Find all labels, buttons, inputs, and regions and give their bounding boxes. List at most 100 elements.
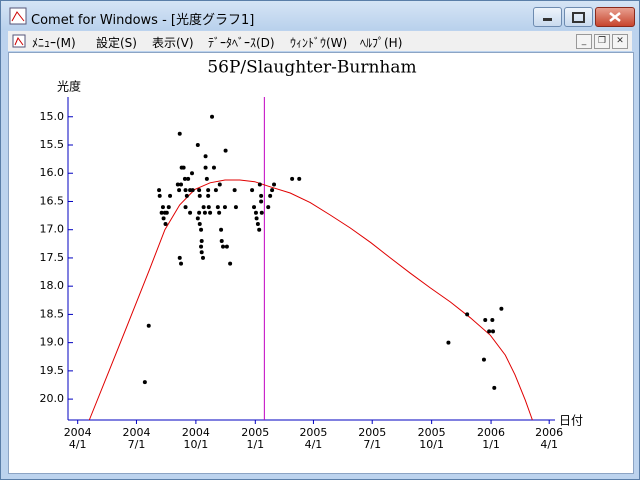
data-point [175, 182, 180, 187]
title-bar: Comet for Windows - [光度グラフ1] [1, 1, 639, 30]
mdi-minimize[interactable]: _ [576, 34, 592, 49]
data-point [204, 176, 209, 181]
mdi-close[interactable]: ✕ [612, 34, 628, 49]
close-button[interactable] [595, 7, 635, 27]
data-point [206, 205, 211, 210]
data-point [200, 255, 205, 260]
data-point [182, 176, 187, 181]
data-point [166, 205, 171, 210]
data-point [160, 205, 165, 210]
data-point [211, 165, 216, 170]
y-axis-label: 光度 [57, 79, 81, 94]
y-tick-label: 20.0 [40, 392, 65, 405]
x-axis-label: 日付 [559, 414, 583, 428]
x-tick-label: 1/1 [482, 438, 500, 451]
data-point [272, 182, 277, 187]
data-point [163, 222, 168, 227]
data-point [297, 176, 302, 181]
y-tick-label: 18.5 [40, 307, 65, 320]
data-point [481, 357, 486, 362]
doc-icon [12, 34, 26, 48]
data-point [217, 182, 222, 187]
data-point [186, 176, 191, 181]
data-point [266, 205, 271, 210]
data-point [206, 188, 211, 193]
data-point [465, 312, 470, 317]
data-point [199, 244, 204, 249]
data-point [268, 193, 273, 198]
data-point [446, 340, 451, 345]
x-tick-label: 7/1 [128, 438, 146, 451]
menu-bar: ﾒﾆｭｰ(M) 設定(S) 表示(V) ﾃﾞｰﾀﾍﾞｰｽ(D) ｳｨﾝﾄﾞｳ(W… [8, 31, 632, 51]
fit-curve [88, 179, 533, 421]
data-point [223, 148, 228, 153]
x-tick-label: 2006 [477, 426, 505, 439]
data-point [257, 182, 262, 187]
data-point [213, 188, 218, 193]
data-point [199, 227, 204, 232]
y-tick-label: 16.0 [40, 166, 65, 179]
x-tick-label: 2005 [299, 426, 327, 439]
data-point [250, 188, 255, 193]
data-point [177, 255, 182, 260]
data-point [188, 210, 193, 215]
data-point [259, 199, 264, 204]
mdi-restore[interactable]: ❐ [594, 34, 610, 49]
data-point [181, 165, 186, 170]
data-point [168, 193, 173, 198]
menu-item[interactable]: ｳｨﾝﾄﾞｳ(W) [290, 36, 348, 50]
data-point [290, 176, 295, 181]
data-point [195, 142, 200, 147]
data-point [197, 193, 202, 198]
data-point [190, 171, 195, 176]
data-point [199, 238, 204, 243]
data-point [219, 227, 224, 232]
menu-item[interactable]: 表示(V) [152, 36, 194, 50]
x-tick-label: 2005 [418, 426, 446, 439]
data-point [202, 210, 207, 215]
menu-item[interactable]: ﾒﾆｭｰ(M) [32, 36, 76, 50]
data-point [177, 188, 182, 193]
y-tick-label: 15.0 [40, 110, 65, 123]
data-point [210, 114, 215, 119]
data-point [255, 222, 260, 227]
data-point [183, 188, 188, 193]
data-point [203, 154, 208, 159]
data-point [161, 216, 166, 221]
window-title: Comet for Windows - [光度グラフ1] [31, 13, 255, 28]
menu-item[interactable]: ﾍﾙﾌﾟ(H) [360, 36, 403, 50]
data-point [203, 165, 208, 170]
y-tick-label: 19.0 [40, 336, 65, 349]
x-tick-label: 2004 [122, 426, 150, 439]
x-tick-label: 2004 [64, 426, 92, 439]
data-point [487, 329, 492, 334]
x-tick-label: 2005 [241, 426, 269, 439]
data-point [233, 205, 238, 210]
data-point [221, 244, 226, 249]
data-point [490, 329, 495, 334]
data-point [259, 210, 264, 215]
app-icon [9, 7, 27, 25]
y-tick-label: 17.0 [40, 223, 65, 236]
data-point [270, 188, 275, 193]
data-point [253, 210, 258, 215]
menu-item[interactable]: ﾃﾞｰﾀﾍﾞｰｽ(D) [208, 36, 275, 50]
x-tick-label: 2004 [182, 426, 210, 439]
chart-window [8, 52, 634, 474]
data-point [157, 188, 162, 193]
minimize-button[interactable] [533, 7, 562, 27]
y-tick-label: 16.5 [40, 194, 65, 207]
x-tick-label: 10/1 [184, 438, 209, 451]
data-point [201, 205, 206, 210]
data-point [199, 250, 204, 255]
data-point [177, 131, 182, 136]
data-point [228, 261, 233, 266]
data-point [197, 222, 202, 227]
menu-item[interactable]: 設定(S) [96, 36, 137, 50]
data-point [215, 205, 220, 210]
maximize-button[interactable] [564, 7, 593, 27]
data-point [157, 193, 162, 198]
data-point [197, 210, 202, 215]
data-point [254, 216, 259, 221]
